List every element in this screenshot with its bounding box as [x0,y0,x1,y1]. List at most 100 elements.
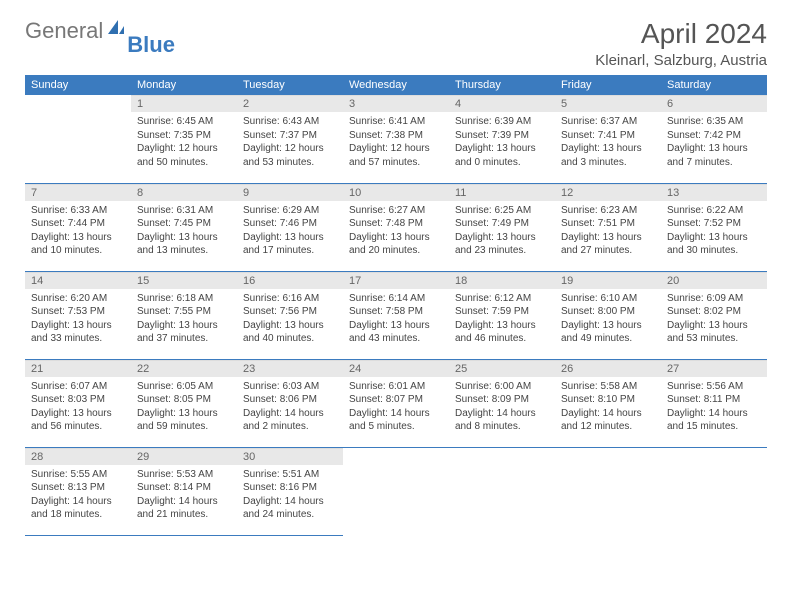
sunrise-text: Sunrise: 6:37 AM [561,115,655,129]
sunset-text: Sunset: 7:38 PM [349,129,443,143]
sunrise-text: Sunrise: 6:23 AM [561,204,655,218]
daylight-text: and 57 minutes. [349,156,443,170]
daylight-text: Daylight: 13 hours [31,407,125,421]
sunset-text: Sunset: 8:14 PM [137,481,231,495]
day-number: 5 [555,95,661,112]
sunset-text: Sunset: 7:37 PM [243,129,337,143]
day-number: 15 [131,272,237,289]
day-details: Sunrise: 6:37 AMSunset: 7:41 PMDaylight:… [555,112,661,173]
daylight-text: and 49 minutes. [561,332,655,346]
day-details: Sunrise: 6:10 AMSunset: 8:00 PMDaylight:… [555,289,661,350]
calendar-day-cell: 29 Sunrise: 5:53 AMSunset: 8:14 PMDayligh… [131,447,237,535]
calendar-week-row: 1Sunrise: 6:45 AMSunset: 7:35 PMDaylight… [25,95,767,183]
sunset-text: Sunset: 7:49 PM [455,217,549,231]
calendar-day-cell: 20Sunrise: 6:09 AMSunset: 8:02 PMDayligh… [661,271,767,359]
day-details: Sunrise: 6:22 AMSunset: 7:52 PMDaylight:… [661,201,767,262]
day-details: Sunrise: 6:00 AMSunset: 8:09 PMDaylight:… [449,377,555,438]
sunrise-text: Sunrise: 5:53 AM [137,468,231,482]
day-details: Sunrise: 6:07 AMSunset: 8:03 PMDaylight:… [25,377,131,438]
daylight-text: Daylight: 13 hours [137,407,231,421]
day-details: Sunrise: 6:09 AMSunset: 8:02 PMDaylight:… [661,289,767,350]
daylight-text: and 43 minutes. [349,332,443,346]
sunrise-text: Sunrise: 6:01 AM [349,380,443,394]
calendar-day-cell: 19Sunrise: 6:10 AMSunset: 8:00 PMDayligh… [555,271,661,359]
day-details: Sunrise: 6:43 AMSunset: 7:37 PMDaylight:… [237,112,343,173]
sunset-text: Sunset: 7:48 PM [349,217,443,231]
day-number: 12 [555,184,661,201]
daylight-text: Daylight: 14 hours [137,495,231,509]
calendar-day-cell: 7Sunrise: 6:33 AMSunset: 7:44 PMDaylight… [25,183,131,271]
sunrise-text: Sunrise: 5:56 AM [667,380,761,394]
sunset-text: Sunset: 8:05 PM [137,393,231,407]
day-number: 14 [25,272,131,289]
daylight-text: and 33 minutes. [31,332,125,346]
day-number: 21 [25,360,131,377]
daylight-text: Daylight: 14 hours [561,407,655,421]
calendar-day-cell: 8Sunrise: 6:31 AMSunset: 7:45 PMDaylight… [131,183,237,271]
day-number: 3 [343,95,449,112]
day-number: 7 [25,184,131,201]
calendar-day-cell [449,447,555,535]
daylight-text: Daylight: 13 hours [349,231,443,245]
day-details: Sunrise: 6:41 AMSunset: 7:38 PMDaylight:… [343,112,449,173]
title-block: April 2024 Kleinarl, Salzburg, Austria [595,18,767,69]
sunset-text: Sunset: 7:51 PM [561,217,655,231]
sunrise-text: Sunrise: 6:31 AM [137,204,231,218]
sunrise-text: Sunrise: 6:39 AM [455,115,549,129]
sunset-text: Sunset: 8:06 PM [243,393,337,407]
day-number: 2 [237,95,343,112]
day-number: 29 [131,448,237,465]
sunrise-text: Sunrise: 6:33 AM [31,204,125,218]
day-number: 16 [237,272,343,289]
day-details: Sunrise: 6:35 AMSunset: 7:42 PMDaylight:… [661,112,767,173]
daylight-text: Daylight: 13 hours [243,319,337,333]
calendar-day-cell: 1Sunrise: 6:45 AMSunset: 7:35 PMDaylight… [131,95,237,183]
sunrise-text: Sunrise: 6:09 AM [667,292,761,306]
sunrise-text: Sunrise: 6:35 AM [667,115,761,129]
calendar-day-cell [555,447,661,535]
daylight-text: and 40 minutes. [243,332,337,346]
day-number: 25 [449,360,555,377]
day-number: 19 [555,272,661,289]
daylight-text: and 56 minutes. [31,420,125,434]
day-number: 30 [237,448,343,465]
calendar-week-row: 21Sunrise: 6:07 AMSunset: 8:03 PMDayligh… [25,359,767,447]
weekday-header-row: Sunday Monday Tuesday Wednesday Thursday… [25,75,767,95]
calendar-day-cell: 30Sunrise: 5:51 AMSunset: 8:16 PMDayligh… [237,447,343,535]
sunset-text: Sunset: 8:16 PM [243,481,337,495]
calendar-day-cell [661,447,767,535]
calendar-day-cell: 26Sunrise: 5:58 AMSunset: 8:10 PMDayligh… [555,359,661,447]
daylight-text: and 46 minutes. [455,332,549,346]
calendar-day-cell: 21Sunrise: 6:07 AMSunset: 8:03 PMDayligh… [25,359,131,447]
sunrise-text: Sunrise: 5:58 AM [561,380,655,394]
day-number: 24 [343,360,449,377]
daylight-text: Daylight: 13 hours [137,319,231,333]
day-details: Sunrise: 6:23 AMSunset: 7:51 PMDaylight:… [555,201,661,262]
calendar-day-cell: 17Sunrise: 6:14 AMSunset: 7:58 PMDayligh… [343,271,449,359]
day-details: Sunrise: 6:12 AMSunset: 7:59 PMDaylight:… [449,289,555,350]
calendar-day-cell: 4Sunrise: 6:39 AMSunset: 7:39 PMDaylight… [449,95,555,183]
calendar-day-cell: 14Sunrise: 6:20 AMSunset: 7:53 PMDayligh… [25,271,131,359]
day-details: Sunrise: 5:51 AMSunset: 8:16 PMDaylight:… [237,465,343,526]
day-details: Sunrise: 6:18 AMSunset: 7:55 PMDaylight:… [131,289,237,350]
weekday-header: Wednesday [343,75,449,95]
day-number: 8 [131,184,237,201]
sunrise-text: Sunrise: 6:22 AM [667,204,761,218]
day-number: 23 [237,360,343,377]
weekday-header: Sunday [25,75,131,95]
daylight-text: and 3 minutes. [561,156,655,170]
calendar-day-cell: 10Sunrise: 6:27 AMSunset: 7:48 PMDayligh… [343,183,449,271]
sunset-text: Sunset: 7:35 PM [137,129,231,143]
day-details: Sunrise: 6:31 AMSunset: 7:45 PMDaylight:… [131,201,237,262]
daylight-text: and 5 minutes. [349,420,443,434]
sunrise-text: Sunrise: 6:03 AM [243,380,337,394]
day-details: Sunrise: 6:20 AMSunset: 7:53 PMDaylight:… [25,289,131,350]
day-number: 13 [661,184,767,201]
sunset-text: Sunset: 8:02 PM [667,305,761,319]
daylight-text: and 17 minutes. [243,244,337,258]
daylight-text: and 27 minutes. [561,244,655,258]
calendar-day-cell: 5Sunrise: 6:37 AMSunset: 7:41 PMDaylight… [555,95,661,183]
day-number: 1 [131,95,237,112]
weekday-header: Thursday [449,75,555,95]
sunset-text: Sunset: 7:56 PM [243,305,337,319]
